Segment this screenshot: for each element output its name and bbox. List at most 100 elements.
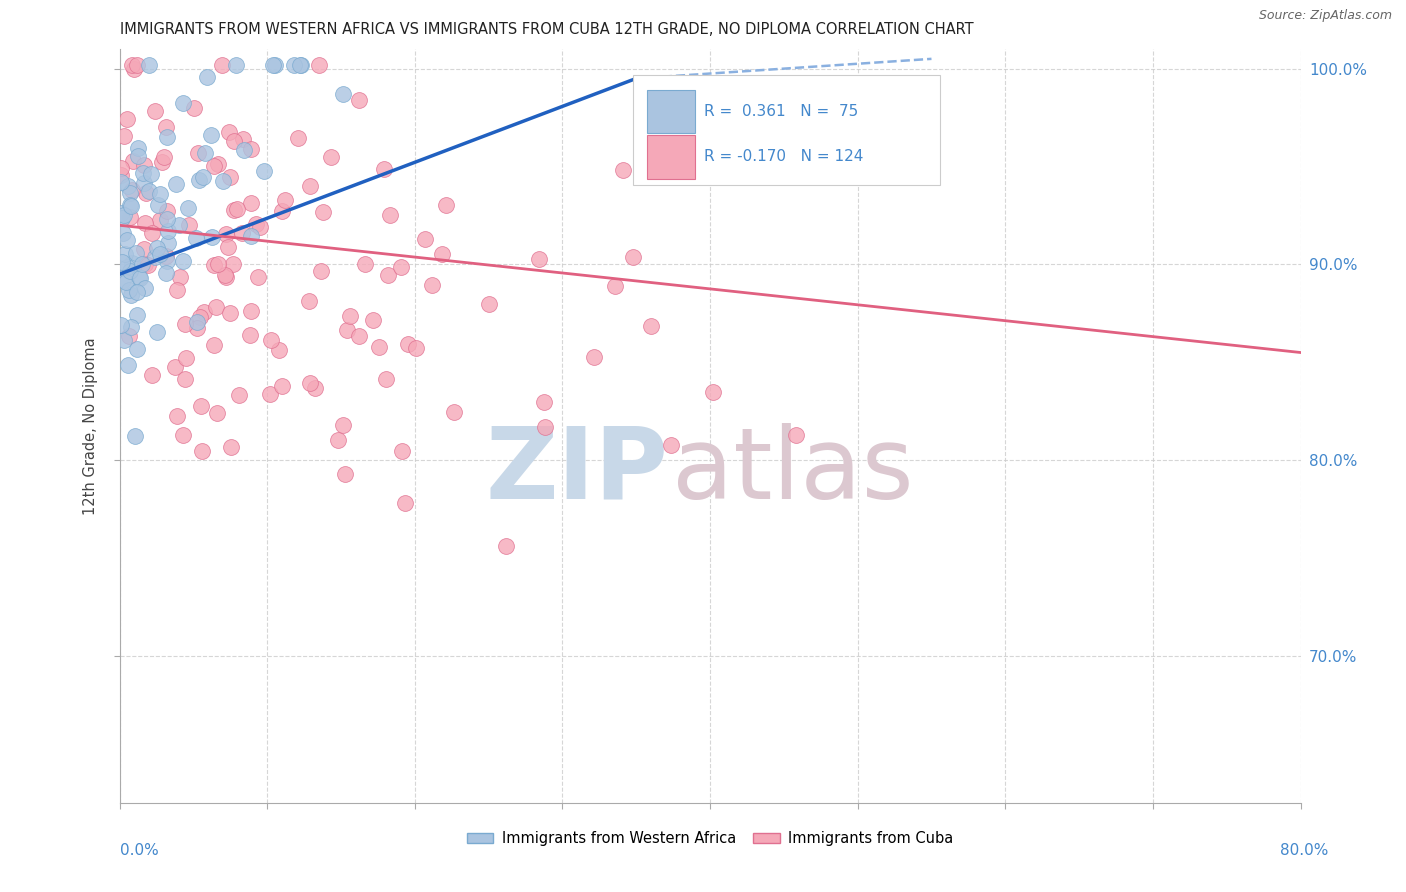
Point <box>218 125 240 139</box>
Point <box>312 204 335 219</box>
Point <box>110 206 132 220</box>
Point <box>188 310 211 325</box>
Point <box>132 242 155 256</box>
Point <box>434 198 457 212</box>
Point <box>188 172 211 186</box>
Point <box>328 433 350 447</box>
Point <box>110 168 132 182</box>
Point <box>204 159 226 173</box>
Point <box>430 246 453 260</box>
Point <box>121 183 143 197</box>
Point <box>127 149 149 163</box>
Point <box>373 161 395 176</box>
Point <box>205 300 228 314</box>
Point <box>120 199 142 213</box>
Point <box>224 202 246 217</box>
Point <box>534 419 557 434</box>
Point <box>640 318 662 333</box>
Point <box>271 203 294 218</box>
Point <box>155 266 177 280</box>
Point <box>225 58 247 72</box>
Point <box>420 278 443 293</box>
Point <box>183 101 205 115</box>
Point <box>155 249 177 263</box>
Point <box>232 143 254 157</box>
Point <box>405 341 427 355</box>
Point <box>146 241 169 255</box>
Point <box>110 161 132 175</box>
Point <box>394 496 416 510</box>
Point <box>478 297 501 311</box>
Point <box>605 279 627 293</box>
Text: R = -0.170   N = 124: R = -0.170 N = 124 <box>704 149 863 164</box>
Point <box>174 317 197 331</box>
Point <box>231 226 253 240</box>
Point <box>212 174 235 188</box>
Point <box>228 388 250 402</box>
Point <box>146 325 169 339</box>
Point <box>333 467 356 481</box>
Point <box>332 87 354 102</box>
Point <box>153 150 176 164</box>
Point <box>136 258 159 272</box>
Point <box>298 178 321 193</box>
Point <box>218 305 240 319</box>
Point <box>184 230 207 244</box>
Point <box>215 270 238 285</box>
Point <box>623 250 645 264</box>
Point <box>240 228 263 243</box>
Point <box>132 176 155 190</box>
Point <box>117 233 139 247</box>
Point <box>143 103 166 118</box>
Point <box>377 268 399 283</box>
Point <box>339 309 361 323</box>
Point <box>177 218 200 232</box>
Point <box>309 264 332 278</box>
Point <box>200 128 222 142</box>
Point <box>195 70 218 84</box>
Point <box>172 95 194 110</box>
Point <box>125 58 148 72</box>
Point <box>361 313 384 327</box>
Point <box>186 321 208 335</box>
Point <box>218 170 240 185</box>
Point <box>118 329 141 343</box>
Point <box>141 368 163 382</box>
Point <box>120 320 142 334</box>
Point <box>135 186 157 201</box>
Point <box>186 315 208 329</box>
Point <box>149 187 172 202</box>
Point <box>115 112 138 127</box>
Text: atlas: atlas <box>672 423 914 520</box>
Point <box>612 162 634 177</box>
Point <box>239 303 262 318</box>
Text: 80.0%: 80.0% <box>1281 843 1329 858</box>
Point <box>120 264 142 278</box>
Point <box>582 350 605 364</box>
Point <box>156 253 179 268</box>
Point <box>191 444 214 458</box>
Point <box>128 269 150 284</box>
Point <box>201 230 224 244</box>
FancyBboxPatch shape <box>647 90 695 134</box>
Point <box>134 281 156 295</box>
Point <box>219 440 242 454</box>
Point <box>259 386 281 401</box>
Point <box>176 201 198 215</box>
Point <box>299 376 322 390</box>
Point <box>112 208 135 222</box>
Point <box>127 342 149 356</box>
Point <box>172 428 194 442</box>
Point <box>150 154 173 169</box>
Point <box>267 343 290 358</box>
Point <box>156 129 179 144</box>
Point <box>117 179 139 194</box>
Point <box>527 252 550 266</box>
Point <box>702 384 724 399</box>
Point <box>141 226 163 240</box>
Point <box>155 120 177 135</box>
Point <box>166 283 188 297</box>
Point <box>114 246 136 260</box>
Point <box>118 283 141 297</box>
Point <box>172 253 194 268</box>
